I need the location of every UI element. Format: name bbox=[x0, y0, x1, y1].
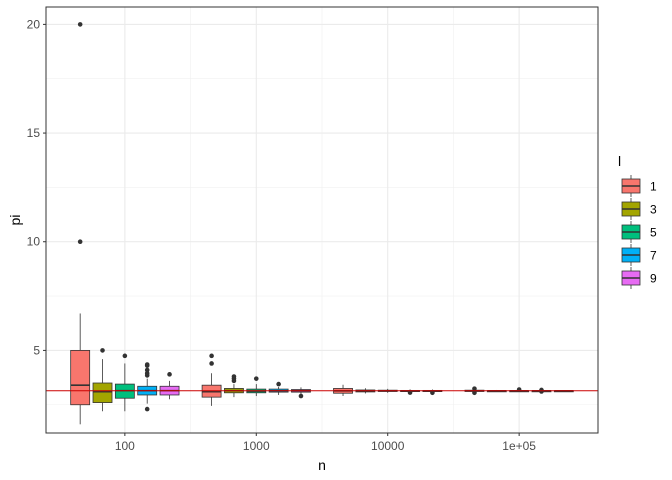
outlier-point bbox=[231, 374, 237, 379]
outlier-point bbox=[100, 348, 105, 353]
x-tick-label: 10000 bbox=[371, 439, 405, 453]
outlier-point bbox=[77, 22, 83, 27]
outlier-point bbox=[472, 390, 477, 396]
panel-border bbox=[45, 6, 599, 434]
legend-label: 5 bbox=[650, 226, 657, 240]
y-axis: 5 10 15 20 bbox=[27, 17, 46, 357]
box-n100-l3 bbox=[92, 348, 113, 412]
outlier-point bbox=[407, 390, 413, 395]
outlier-point bbox=[253, 376, 259, 381]
outlier-point bbox=[298, 393, 304, 399]
x-axis-title: n bbox=[318, 457, 326, 473]
legend-label: 9 bbox=[650, 272, 657, 286]
outlier-point bbox=[539, 389, 544, 394]
outlier-point bbox=[430, 390, 435, 396]
x-tick-label: 1000 bbox=[243, 439, 270, 453]
outlier-point bbox=[209, 361, 214, 366]
x-tick-label: 100 bbox=[115, 439, 135, 453]
legend-key-1 bbox=[621, 175, 641, 197]
legend-key-5 bbox=[621, 221, 641, 243]
outlier-point bbox=[77, 239, 83, 245]
outlier-point bbox=[144, 370, 150, 376]
y-tick-label: 20 bbox=[27, 17, 41, 31]
outlier-point bbox=[144, 367, 150, 373]
legend-label: 7 bbox=[650, 249, 657, 263]
outlier-point bbox=[472, 386, 477, 391]
legend-title: l bbox=[618, 153, 621, 169]
x-axis: 100 1000 10000 1e+05 bbox=[115, 433, 536, 453]
outlier-point bbox=[167, 372, 172, 377]
x-tick-label: 1e+05 bbox=[502, 439, 536, 453]
legend-label: 1 bbox=[650, 180, 657, 194]
outlier-point bbox=[209, 353, 214, 359]
y-tick-label: 10 bbox=[27, 235, 41, 249]
legend-label: 3 bbox=[650, 203, 657, 217]
legend-key-7 bbox=[621, 244, 641, 266]
outlier-point bbox=[144, 362, 150, 367]
box-iqr bbox=[92, 382, 113, 403]
outlier-point bbox=[144, 406, 150, 412]
grid-lines bbox=[46, 7, 598, 433]
outlier-point bbox=[276, 381, 281, 387]
outlier-point bbox=[122, 353, 128, 359]
y-axis-title: pi bbox=[7, 215, 23, 226]
legend: l 1 3 5 7 9 bbox=[618, 153, 657, 289]
plot-panel bbox=[45, 6, 599, 434]
legend-key-3 bbox=[621, 198, 641, 220]
box-iqr bbox=[70, 350, 91, 406]
legend-key-9 bbox=[621, 267, 641, 289]
y-tick-label: 15 bbox=[27, 126, 41, 140]
y-tick-label: 5 bbox=[33, 343, 40, 357]
